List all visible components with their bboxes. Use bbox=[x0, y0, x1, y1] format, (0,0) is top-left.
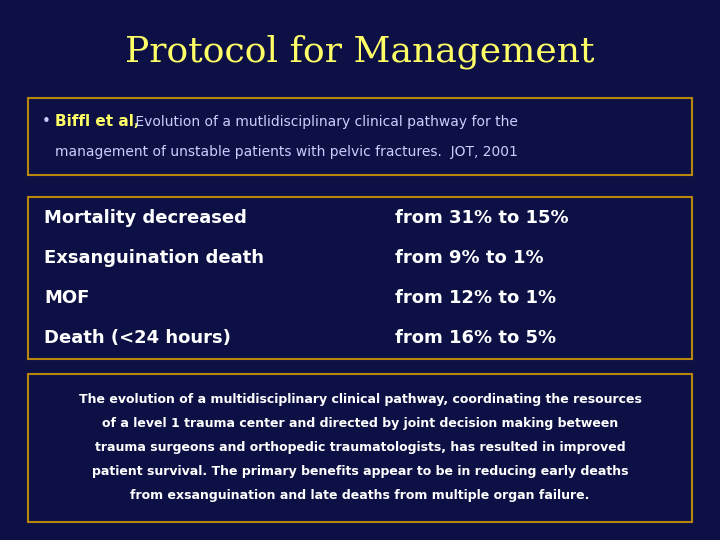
Text: Mortality decreased: Mortality decreased bbox=[44, 209, 247, 227]
Text: Biffl et al,: Biffl et al, bbox=[55, 114, 140, 130]
Text: from exsanguination and late deaths from multiple organ failure.: from exsanguination and late deaths from… bbox=[130, 489, 590, 503]
FancyBboxPatch shape bbox=[28, 197, 692, 359]
FancyBboxPatch shape bbox=[28, 374, 692, 522]
Text: management of unstable patients with pelvic fractures.  JOT, 2001: management of unstable patients with pel… bbox=[55, 145, 518, 159]
Text: from 9% to 1%: from 9% to 1% bbox=[395, 249, 544, 267]
Text: from 31% to 15%: from 31% to 15% bbox=[395, 209, 569, 227]
Text: from 12% to 1%: from 12% to 1% bbox=[395, 289, 556, 307]
FancyBboxPatch shape bbox=[28, 98, 692, 175]
Text: Death (<24 hours): Death (<24 hours) bbox=[44, 329, 231, 347]
Text: of a level 1 trauma center and directed by joint decision making between: of a level 1 trauma center and directed … bbox=[102, 417, 618, 430]
Text: Exsanguination death: Exsanguination death bbox=[44, 249, 264, 267]
Text: from 16% to 5%: from 16% to 5% bbox=[395, 329, 556, 347]
Text: The evolution of a multidisciplinary clinical pathway, coordinating the resource: The evolution of a multidisciplinary cli… bbox=[78, 394, 642, 407]
Text: patient survival. The primary benefits appear to be in reducing early deaths: patient survival. The primary benefits a… bbox=[91, 465, 629, 478]
Text: •: • bbox=[42, 114, 51, 130]
Text: trauma surgeons and orthopedic traumatologists, has resulted in improved: trauma surgeons and orthopedic traumatol… bbox=[95, 442, 625, 455]
Text: Evolution of a mutlidisciplinary clinical pathway for the: Evolution of a mutlidisciplinary clinica… bbox=[131, 115, 518, 129]
Text: MOF: MOF bbox=[44, 289, 89, 307]
Text: Protocol for Management: Protocol for Management bbox=[125, 35, 595, 69]
